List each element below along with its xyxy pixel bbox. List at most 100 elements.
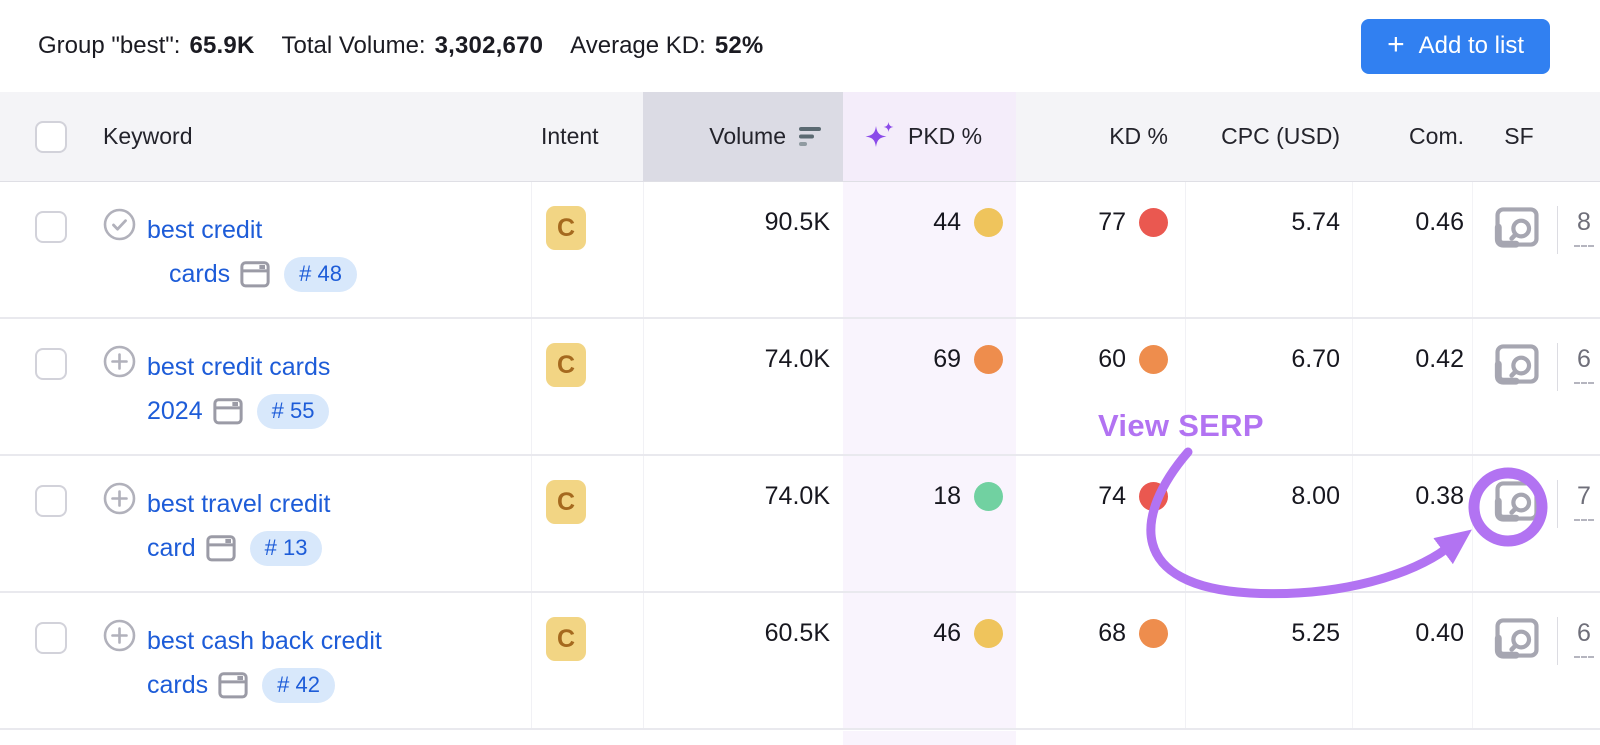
kd-cell: 74 [1016,456,1185,591]
row-checkbox[interactable] [35,348,67,380]
summary-stats: Group "best": 65.9K Total Volume: 3,302,67… [38,32,763,60]
sf-cell: 6 [1472,593,1600,728]
kd-cell: 77 [1016,182,1185,317]
group-label: Group "best": [38,32,181,59]
table-row: best travel credit card # 13 C 74.0K 18 … [0,456,1600,593]
pkd-difficulty-dot [974,619,1003,648]
header-pkd[interactable]: PKD % [843,92,1016,181]
pkd-value: 18 [933,482,961,510]
header-com-label: Com. [1409,123,1464,149]
header-kd-label: KD % [1109,123,1168,149]
total-volume-label: Total Volume: [281,32,426,59]
header-sf[interactable]: SF [1472,92,1600,181]
cpc-cell: 5.25 [1185,593,1352,728]
position-badge[interactable]: # 55 [256,393,330,429]
serp-preview-mini-icon[interactable] [218,671,248,699]
serp-features-count[interactable]: 6 [1574,346,1594,384]
table-row: best cash back credit cards # 42 C 60.5K… [0,593,1600,730]
add-to-list-label: Add to list [1418,32,1524,59]
serp-preview-mini-icon[interactable] [206,534,236,562]
header-volume[interactable]: Volume [643,92,843,181]
kd-value: 77 [1098,208,1126,236]
group-value: 65.9K [189,32,255,59]
header-intent[interactable]: Intent [531,92,643,181]
serp-preview-mini-icon[interactable] [240,260,270,288]
view-serp-icon[interactable] [1494,343,1540,385]
pkd-cell: 46 [843,593,1016,728]
header-cpc[interactable]: CPC (USD) [1185,92,1352,181]
add-keyword-plus-circle-icon[interactable] [103,345,136,378]
ai-sparkle-icon [865,121,894,147]
serp-features-count[interactable]: 6 [1574,620,1594,658]
cpc-value: 5.25 [1291,619,1340,647]
sort-descending-icon [799,127,821,146]
intent-badge-commercial[interactable]: C [546,480,586,524]
kd-value: 60 [1098,345,1126,373]
row-checkbox[interactable] [35,622,67,654]
sf-cell: 6 [1472,319,1600,454]
added-check-circle-icon[interactable] [103,208,136,241]
pkd-difficulty-dot [974,482,1003,511]
header-intent-label: Intent [541,123,599,149]
add-keyword-plus-circle-icon[interactable] [103,619,136,652]
keyword-text-block: best travel credit card # 13 [147,482,330,570]
keyword-cell: best credit cards 2024 # 55 [0,319,531,454]
kd-difficulty-dot [1139,208,1168,237]
position-badge[interactable]: # 13 [249,530,323,566]
serp-features-count[interactable]: 8 [1574,209,1594,247]
view-serp-icon[interactable] [1494,617,1540,659]
header-volume-label: Volume [709,123,786,149]
average-kd-value: 52% [714,32,764,59]
header-cpc-label: CPC (USD) [1221,123,1340,149]
keyword-cell: best credit cards # 48 [0,182,531,317]
cpc-cell: 8.00 [1185,456,1352,591]
keyword-link[interactable]: best travel credit [147,489,331,518]
position-badge[interactable]: # 48 [284,256,357,292]
header-pkd-label: PKD % [908,123,983,149]
com-cell: 0.46 [1352,182,1472,317]
view-serp-icon-highlighted[interactable] [1494,480,1540,522]
keyword-text-block: best credit cards 2024 # 55 [147,345,330,433]
add-keyword-plus-circle-icon[interactable] [103,482,136,515]
keyword-cell: best cash back credit cards # 42 [0,593,531,728]
cpc-value: 6.70 [1291,345,1340,373]
pkd-cell: 44 [843,182,1016,317]
sf-divider [1557,206,1558,254]
intent-cell: C [531,319,643,454]
header-kd[interactable]: KD % [1016,92,1185,181]
intent-badge-commercial[interactable]: C [546,206,586,250]
keyword-link[interactable]: best cash back credit [147,626,382,655]
row-checkbox[interactable] [35,211,67,243]
volume-value: 74.0K [764,345,830,373]
header-com[interactable]: Com. [1352,92,1472,181]
sf-cell: 8 [1472,182,1600,317]
serp-features-count[interactable]: 7 [1574,483,1594,521]
pkd-cell: 18 [843,456,1016,591]
intent-badge-commercial[interactable]: C [546,617,586,661]
volume-value: 90.5K [764,208,830,236]
position-badge[interactable]: # 42 [262,667,335,703]
row-checkbox[interactable] [35,485,67,517]
select-all-checkbox[interactable] [35,120,67,153]
kd-cell: 60 [1016,319,1185,454]
keyword-link[interactable]: card [147,533,196,562]
pkd-value: 46 [933,619,961,647]
serp-preview-mini-icon[interactable] [213,397,243,425]
intent-badge-commercial[interactable]: C [546,343,586,387]
header-keyword-label: Keyword [103,123,193,149]
view-serp-icon[interactable] [1494,206,1540,248]
table-header-row: Keyword Intent Volume PKD % KD % CPC (US… [0,92,1600,182]
keyword-link[interactable]: best credit [147,215,263,244]
average-kd-label: Average KD: [570,32,706,59]
kd-difficulty-dot [1139,345,1168,374]
keyword-link[interactable]: cards [147,670,209,699]
group-stat: Group "best": 65.9K [38,32,255,60]
kd-cell: 68 [1016,593,1185,728]
volume-value: 60.5K [764,619,830,647]
add-to-list-button[interactable]: + Add to list [1361,18,1550,74]
keyword-link[interactable]: best credit cards [147,352,331,381]
keyword-link[interactable]: cards [169,259,231,288]
average-kd-stat: Average KD: 52% [570,32,763,60]
keyword-link[interactable]: 2024 [147,396,203,425]
keyword-cell: best travel credit card # 13 [0,456,531,591]
